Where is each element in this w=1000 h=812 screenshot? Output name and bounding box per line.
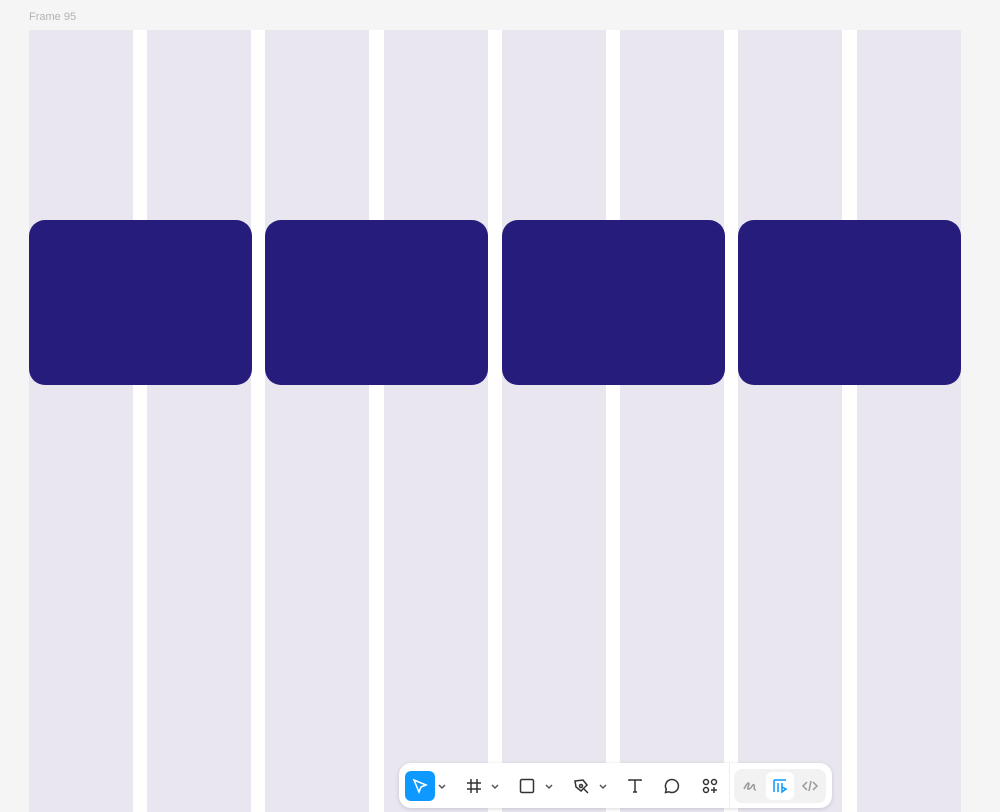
text-tool-button[interactable]	[620, 771, 650, 801]
layout-grid-column	[147, 30, 251, 812]
frame[interactable]	[29, 30, 961, 812]
dev-mode-button[interactable]	[796, 772, 824, 800]
move-tool-menu[interactable]	[435, 771, 449, 801]
chevron-down-icon	[545, 783, 553, 789]
chevron-down-icon	[599, 783, 607, 789]
layout-grid-column	[384, 30, 488, 812]
actions-button[interactable]	[695, 771, 725, 801]
layout-grid-column	[620, 30, 724, 812]
mode-switcher	[734, 768, 827, 803]
layout-grid-column	[502, 30, 606, 812]
comment-tool-button[interactable]	[657, 771, 687, 801]
cursor-icon	[412, 778, 428, 794]
components-icon	[702, 778, 718, 793]
bottom-toolbar	[399, 763, 832, 808]
hash-frame-icon	[466, 778, 481, 793]
layout-grid-column	[738, 30, 842, 812]
frame-tool-menu[interactable]	[488, 771, 502, 801]
divider	[729, 763, 731, 808]
pen-tool-menu[interactable]	[596, 771, 610, 801]
pen-tool-button[interactable]	[566, 771, 596, 801]
text-icon	[627, 778, 642, 793]
card[interactable]	[738, 220, 961, 385]
rectangle-icon	[519, 778, 535, 793]
layout-grid-column	[857, 30, 961, 812]
draw-mode-button[interactable]	[736, 772, 764, 800]
shape-tool-menu[interactable]	[542, 771, 556, 801]
card[interactable]	[265, 220, 488, 385]
chevron-down-icon	[438, 783, 446, 789]
layout-grid-column	[265, 30, 369, 812]
design-icon	[773, 778, 788, 793]
code-icon	[801, 780, 819, 791]
frame-label[interactable]: Frame 95	[29, 11, 77, 23]
card[interactable]	[502, 220, 725, 385]
card[interactable]	[29, 220, 252, 385]
comment-icon	[664, 778, 680, 793]
pen-icon	[574, 778, 589, 794]
design-mode-button[interactable]	[766, 771, 795, 800]
move-tool-button[interactable]	[405, 770, 435, 801]
shape-tool-button[interactable]	[512, 771, 542, 801]
draw-icon	[743, 781, 757, 791]
frame-tool-button[interactable]	[459, 771, 489, 801]
chevron-down-icon	[491, 783, 499, 789]
layout-grid-column	[29, 30, 133, 812]
